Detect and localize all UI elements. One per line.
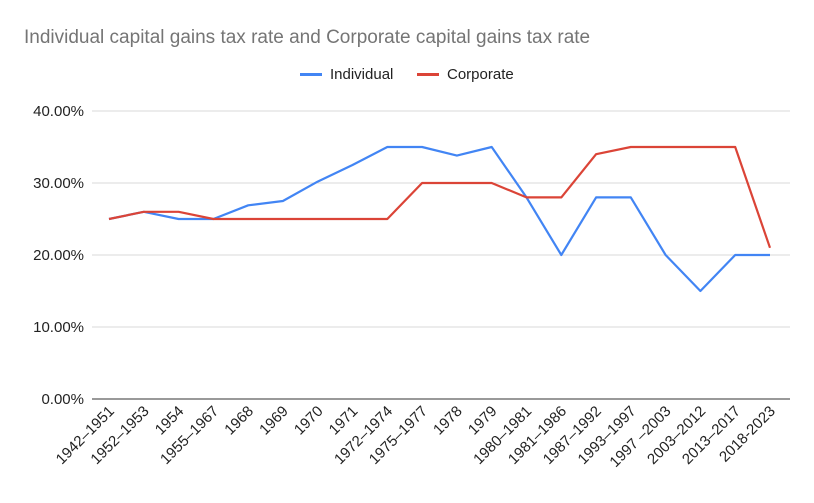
- x-tick-label: 1969: [256, 403, 292, 439]
- x-tick-label: 1978: [430, 403, 466, 439]
- y-tick-label: 10.00%: [33, 319, 84, 336]
- y-tick-label: 40.00%: [33, 103, 84, 120]
- legend-swatch-individual: [300, 73, 322, 76]
- legend: Individual Corporate: [0, 66, 814, 86]
- x-tick-label: 1968: [221, 403, 257, 439]
- legend-label-individual: Individual: [330, 66, 394, 83]
- y-tick-label: 0.00%: [41, 391, 84, 408]
- legend-label-corporate: Corporate: [447, 66, 514, 83]
- chart-title: Individual capital gains tax rate and Co…: [24, 27, 591, 48]
- x-tick-label: 1970: [291, 403, 327, 439]
- series-line-individual[interactable]: [108, 145, 770, 293]
- y-tick-label: 20.00%: [33, 247, 84, 264]
- legend-item-corporate[interactable]: Corporate: [417, 66, 514, 83]
- legend-item-individual[interactable]: Individual: [300, 66, 393, 83]
- y-tick-label: 30.00%: [33, 175, 84, 192]
- series-line-corporate[interactable]: [108, 145, 772, 249]
- legend-swatch-corporate: [417, 73, 439, 76]
